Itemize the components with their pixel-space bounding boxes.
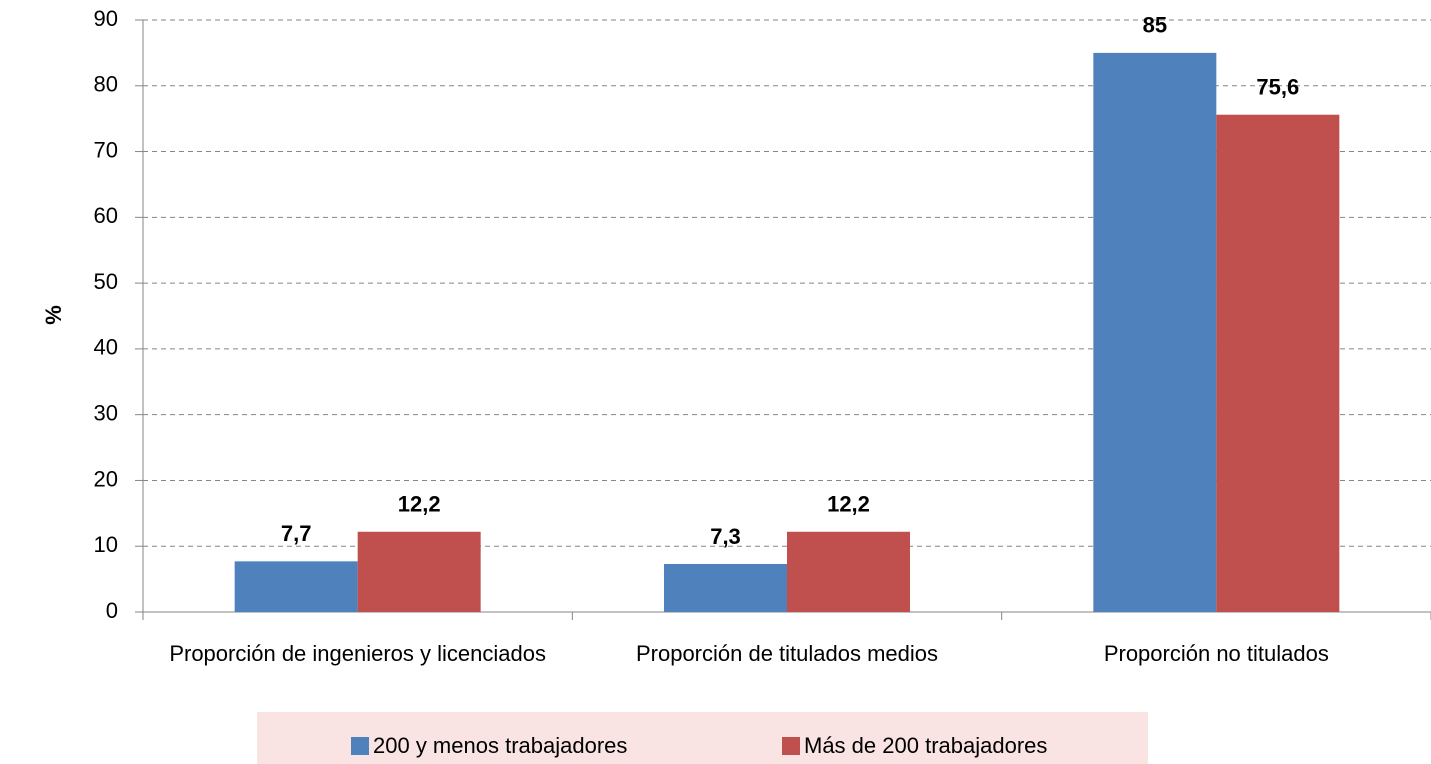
value-label: 75,6	[1256, 75, 1299, 100]
bar	[357, 531, 481, 612]
legend-swatch	[782, 737, 800, 755]
value-label: 85	[1143, 13, 1167, 38]
bar	[1093, 52, 1217, 612]
legend-label: 200 y menos trabajadores	[373, 733, 627, 758]
y-tick-label: 30	[94, 400, 118, 425]
bar	[1216, 114, 1340, 612]
y-tick-label: 10	[94, 532, 118, 557]
value-label: 12,2	[827, 492, 870, 517]
bar	[787, 531, 910, 612]
y-tick-label: 90	[94, 6, 118, 31]
y-tick-label: 0	[106, 598, 118, 623]
y-axis-label: %	[41, 305, 66, 325]
bar	[234, 561, 358, 612]
value-label: 7,7	[281, 521, 312, 546]
legend-swatch	[351, 737, 369, 755]
x-tick-label: Proporción de titulados medios	[635, 641, 939, 666]
y-tick-label: 40	[94, 335, 118, 360]
value-label: 12,2	[398, 492, 441, 517]
y-tick-label: 60	[94, 203, 118, 228]
y-tick-label: 70	[94, 137, 118, 162]
bar	[664, 563, 787, 612]
legend-box	[257, 712, 1148, 764]
y-tick-label: 80	[94, 72, 118, 97]
value-label: 7,3	[710, 524, 741, 549]
x-tick-label: Proporción no titulados	[1103, 641, 1329, 666]
y-tick-label: 20	[94, 466, 118, 491]
legend-label: Más de 200 trabajadores	[804, 733, 1047, 758]
y-tick-label: 50	[94, 269, 118, 294]
x-tick-label: Proporción de ingenieros y licenciados	[169, 641, 546, 666]
